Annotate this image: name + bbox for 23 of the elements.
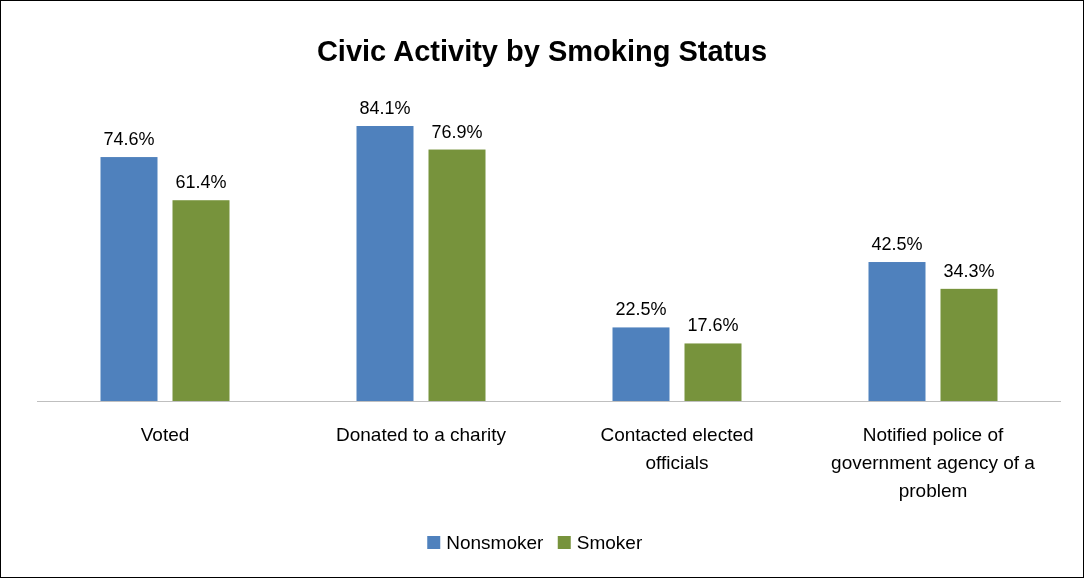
x-tick-label: Notified police of government agency of a problem (831, 424, 1036, 501)
data-label: 42.5% (871, 234, 923, 255)
bar (684, 343, 742, 401)
data-label: 17.6% (687, 315, 739, 336)
data-label: 84.1% (359, 98, 411, 118)
data-label: 34.3% (943, 260, 995, 281)
legend-label: Nonsmoker (446, 532, 545, 553)
data-label: 76.9% (431, 121, 483, 142)
chart-title: Civic Activity by Smoking Status (316, 35, 768, 67)
legend-label: Smoker (576, 532, 643, 553)
data-label: 22.5% (615, 299, 667, 320)
bar (100, 157, 158, 401)
data-label: 61.4% (175, 172, 227, 193)
bar (868, 262, 926, 401)
bar (940, 288, 998, 401)
bar (356, 126, 414, 401)
bar (172, 200, 230, 401)
x-tick-label: Donated to a charity (335, 424, 507, 445)
bar (428, 149, 486, 401)
x-tick-label: Voted (140, 424, 190, 445)
x-tick-label: Contacted elected officials (600, 424, 754, 473)
data-label: 74.6% (103, 129, 155, 150)
bar (612, 327, 670, 401)
